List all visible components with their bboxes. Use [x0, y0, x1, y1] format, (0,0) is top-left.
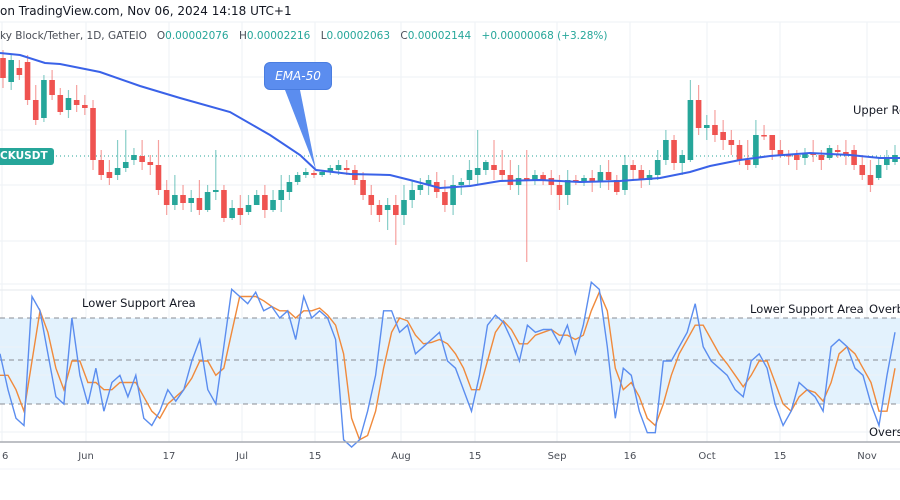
ema-callout-pointer	[285, 90, 316, 170]
high-value: 0.00002216	[246, 30, 311, 42]
overbought-label: Overb	[869, 302, 900, 316]
low-label: L	[320, 30, 327, 42]
candlestick-series	[0, 50, 898, 262]
published-caption: on TradingView.com, Nov 06, 2024 14:18 U…	[0, 4, 292, 18]
open-value: 0.00002076	[165, 30, 229, 42]
x-axis-label: 16	[623, 451, 637, 462]
x-axis-label: Oct	[698, 451, 716, 462]
x-axis-label: 17	[162, 451, 176, 462]
change-value: +0.00000068 (+3.28%)	[481, 30, 608, 42]
x-axis-label: Nov	[857, 451, 877, 462]
upper-resistance-label: Upper Re	[853, 103, 900, 117]
x-axis-label: Sep	[547, 451, 567, 462]
horizontal-gridlines	[0, 21, 900, 285]
x-axis-label: Jul	[235, 451, 249, 462]
ema-callout[interactable]: EMA-50	[264, 62, 332, 90]
x-axis-label: 15	[468, 451, 482, 462]
high-label: H	[238, 30, 247, 42]
x-axis-label: 6	[2, 451, 9, 462]
oversold-label: Overs	[869, 425, 900, 439]
close-label: C	[400, 30, 408, 42]
symbol-legend: ky Block/Tether, 1D, GATEIO O0.00002076 …	[0, 30, 614, 42]
low-value: 0.00002063	[326, 30, 391, 42]
stochastic-band-fill	[0, 318, 900, 404]
ema-50-line	[0, 52, 900, 190]
lower-support-label-right: Lower Support Area	[750, 302, 864, 316]
symbol-name[interactable]: ky Block/Tether, 1D, GATEIO	[0, 30, 147, 42]
stochastic-level-lines	[0, 317, 900, 405]
open-label: O	[156, 30, 166, 42]
lower-support-label-left: Lower Support Area	[82, 296, 196, 310]
x-axis-label: 15	[308, 451, 322, 462]
stochastic-k-line	[0, 280, 896, 448]
close-value: 0.00002144	[407, 30, 472, 42]
x-axis-label: Aug	[391, 451, 411, 462]
ticker-badge[interactable]: CKUSDT	[0, 148, 54, 165]
x-axis-label: 15	[773, 451, 787, 462]
x-axis-label: Jun	[78, 451, 94, 462]
